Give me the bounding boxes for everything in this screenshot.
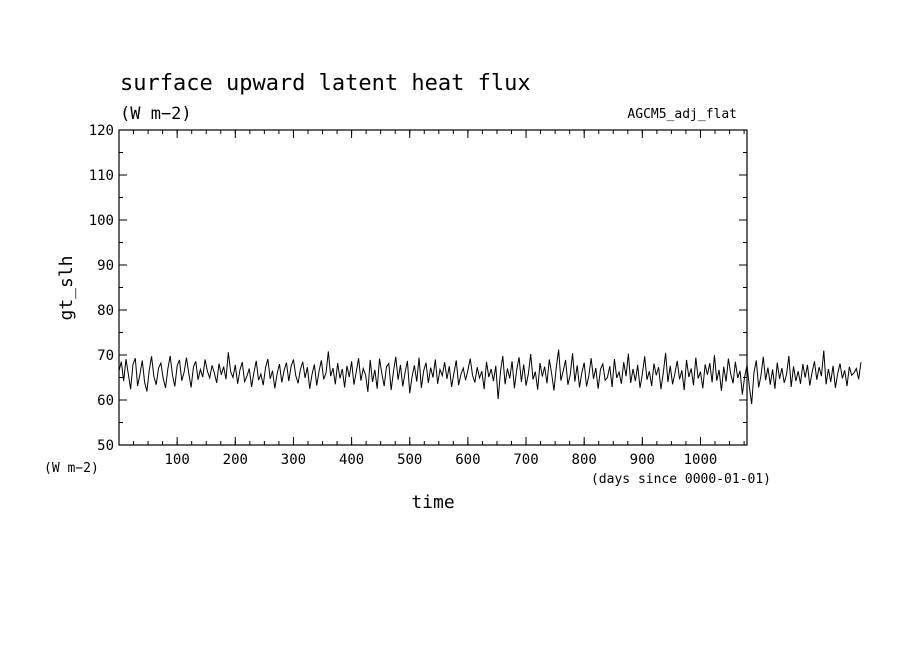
- x-axis-label: time: [411, 492, 454, 513]
- y-tick-label: 70: [97, 348, 114, 364]
- x-tick-labels: 100 200 300 400 500 600 700 800 900 1000: [164, 452, 717, 468]
- y-tick-label: 110: [89, 168, 114, 184]
- plot-frame: [118, 129, 748, 446]
- axis-ticks: [119, 129, 747, 446]
- y-tick-label: 80: [97, 303, 114, 319]
- x-tick-label: 500: [397, 452, 422, 468]
- y-tick-label: 60: [97, 393, 114, 409]
- x-tick-label: 700: [513, 452, 538, 468]
- x-tick-label: 400: [339, 452, 364, 468]
- x-tick-label: 600: [455, 452, 480, 468]
- x-tick-label: 300: [281, 452, 306, 468]
- x-units: (days since 0000-01-01): [591, 472, 771, 487]
- x-tick-label: 100: [164, 452, 189, 468]
- y-units: (W m−2): [44, 461, 99, 476]
- experiment-label: AGCM5_adj_flat: [627, 107, 737, 122]
- plot-area: 50 60 70 80 90 100 110 120 100 200 300 400 500 600 70…: [89, 123, 862, 468]
- title-units: (W m−2): [120, 104, 192, 124]
- y-tick-label: 100: [89, 213, 114, 229]
- chart-title: surface upward latent heat flux: [120, 71, 531, 96]
- y-axis-label: gt_slh: [56, 255, 77, 320]
- x-tick-label: 800: [572, 452, 597, 468]
- y-tick-labels: 50 60 70 80 90 100 110 120: [89, 123, 114, 454]
- series-line: [118, 349, 862, 405]
- y-tick-label: 50: [97, 438, 114, 454]
- y-tick-label: 120: [89, 123, 114, 139]
- x-tick-label: 200: [223, 452, 248, 468]
- y-tick-label: 90: [97, 258, 114, 274]
- x-tick-label: 1000: [684, 452, 718, 468]
- x-tick-label: 900: [630, 452, 655, 468]
